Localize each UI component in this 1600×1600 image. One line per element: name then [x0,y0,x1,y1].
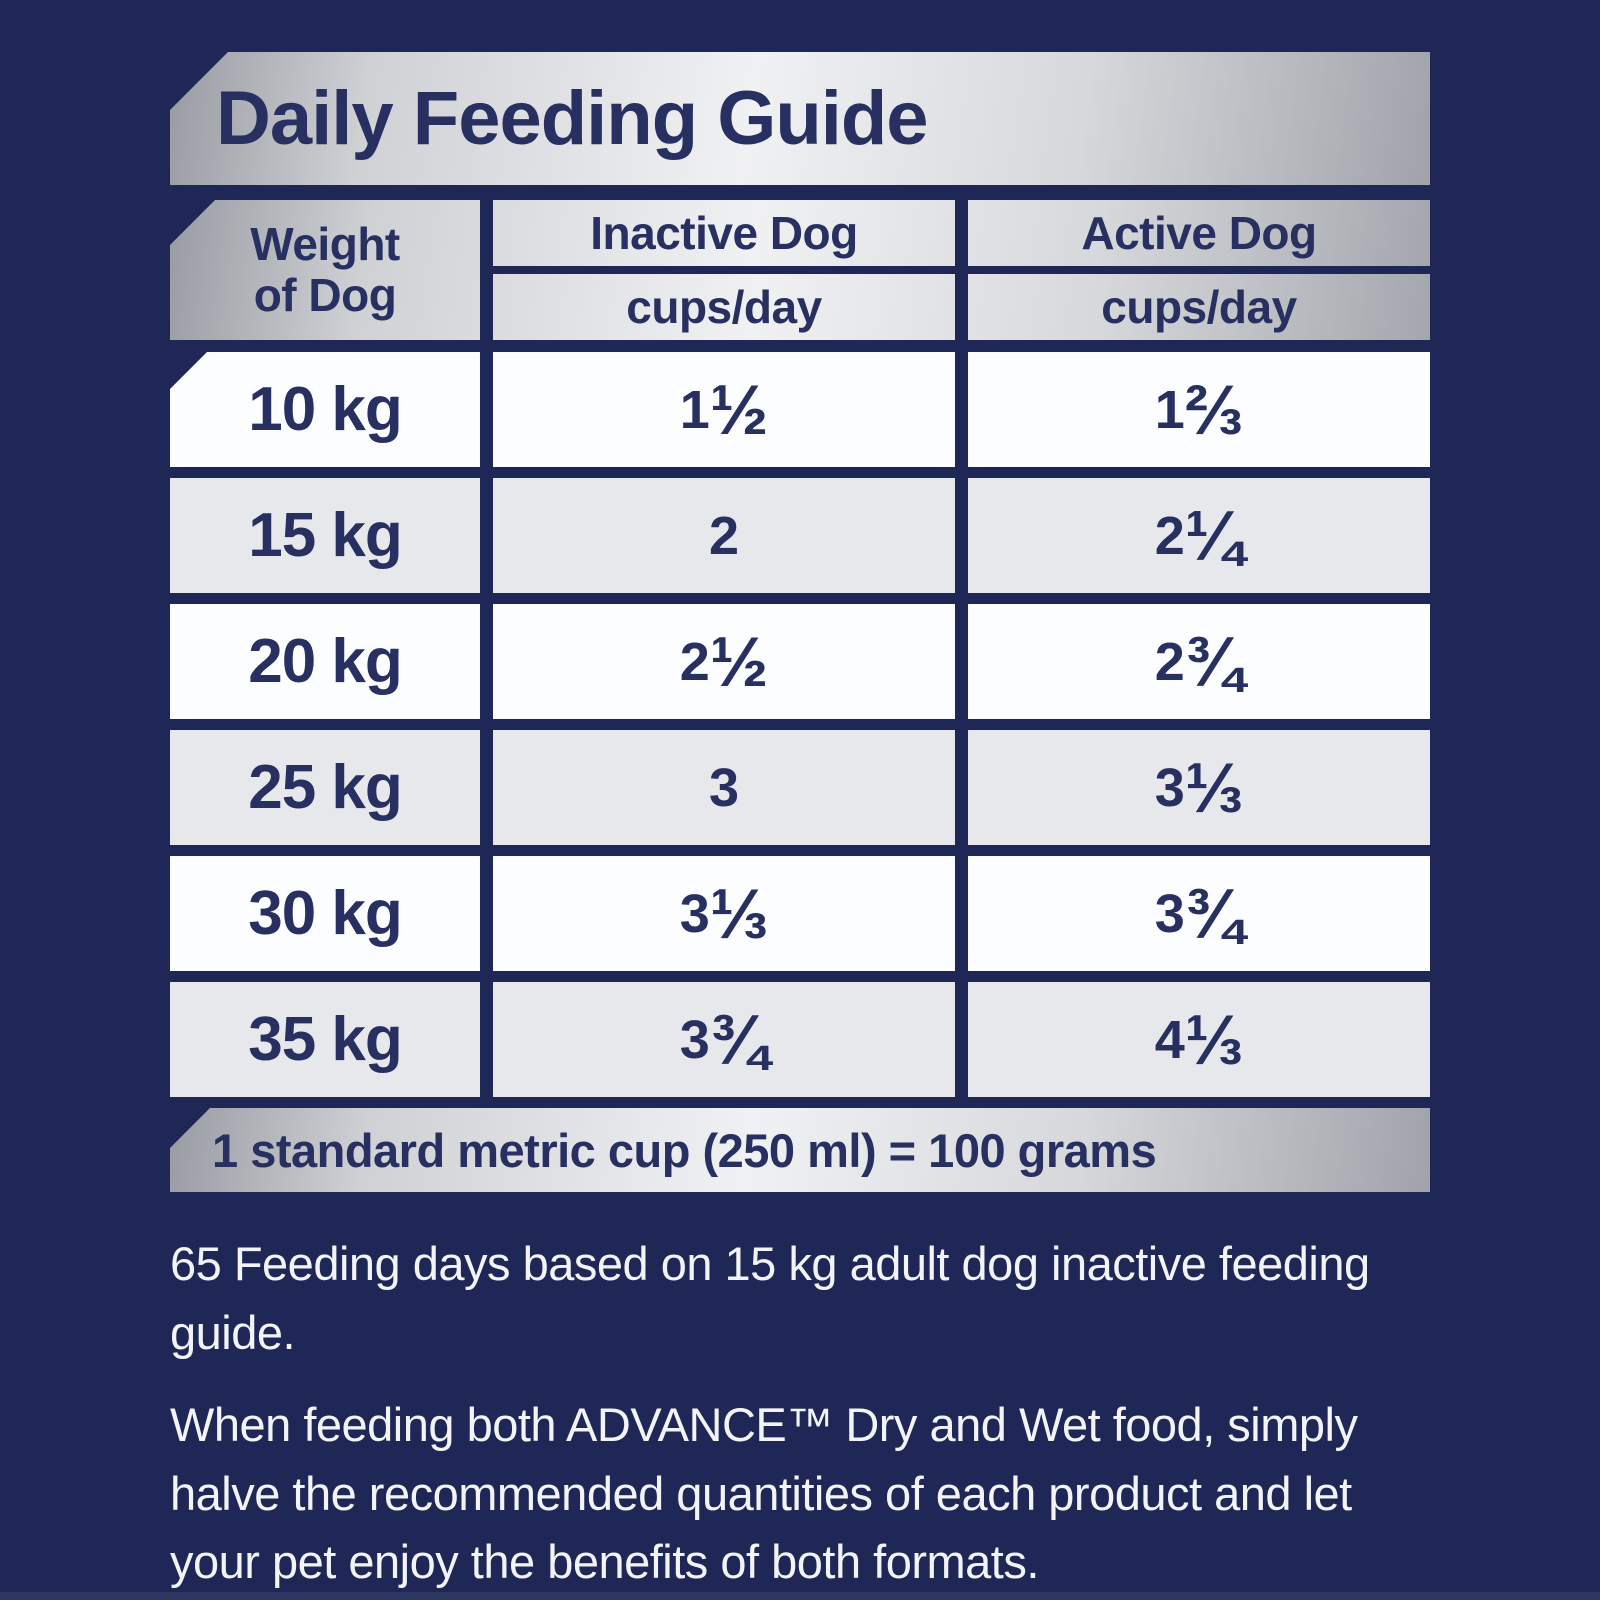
active-value-cell: 3 ⅓ [968,730,1430,845]
inactive-value-cell: 3 [493,730,955,845]
active-value-cell: 2 ¾ [968,604,1430,719]
table-row: 30 kg 3 ⅓ 3 ¾ [170,856,1430,971]
feeding-table: Weight of Dog Inactive Dog cups/day Acti… [170,200,1430,1097]
inactive-value-cell: 2 ½ [493,604,955,719]
table-header: Weight of Dog Inactive Dog cups/day Acti… [170,200,1430,340]
weight-cell: 10 kg [170,352,480,467]
weight-column-header: Weight of Dog [170,200,480,340]
inactive-value-cell: 2 [493,478,955,593]
inactive-value-cell: 1 ½ [493,352,955,467]
table-body: 10 kg 1 ½ 1 ⅔ 15 kg 2 2 ¼ 20 kg 2 ½ 2 ¾ … [170,352,1430,1097]
table-row: 10 kg 1 ½ 1 ⅔ [170,352,1430,467]
weight-cell: 25 kg [170,730,480,845]
page-title: Daily Feeding Guide [216,76,929,161]
cup-conversion-banner: 1 standard metric cup (250 ml) = 100 gra… [170,1108,1430,1192]
inactive-units-label: cups/day [493,274,955,340]
active-value-cell: 4 ⅓ [968,982,1430,1097]
inactive-column-header: Inactive Dog cups/day [493,200,955,340]
bottom-edge-highlight [0,1592,1600,1600]
active-value-cell: 1 ⅔ [968,352,1430,467]
inactive-value-cell: 3 ¾ [493,982,955,1097]
cup-conversion-text: 1 standard metric cup (250 ml) = 100 gra… [212,1123,1157,1177]
weight-cell: 30 kg [170,856,480,971]
active-column-header: Active Dog cups/day [968,200,1430,340]
weight-cell: 35 kg [170,982,480,1097]
active-units-label: cups/day [968,274,1430,340]
inactive-value-cell: 3 ⅓ [493,856,955,971]
weight-cell: 15 kg [170,478,480,593]
table-row: 25 kg 3 3 ⅓ [170,730,1430,845]
table-row: 20 kg 2 ½ 2 ¾ [170,604,1430,719]
table-row: 15 kg 2 2 ¼ [170,478,1430,593]
active-value-cell: 2 ¼ [968,478,1430,593]
active-dog-label: Active Dog [968,200,1430,266]
feeding-days-note: 65 Feeding days based on 15 kg adult dog… [170,1237,1370,1359]
weight-header-line2: of Dog [253,269,397,321]
active-value-cell: 3 ¾ [968,856,1430,971]
mixed-feeding-note: When feeding both ADVANCE™ Dry and Wet f… [170,1398,1358,1589]
inactive-dog-label: Inactive Dog [493,200,955,266]
table-row: 35 kg 3 ¾ 4 ⅓ [170,982,1430,1097]
title-banner: Daily Feeding Guide [170,52,1430,185]
weight-header-line1: Weight [250,218,400,271]
weight-cell: 20 kg [170,604,480,719]
